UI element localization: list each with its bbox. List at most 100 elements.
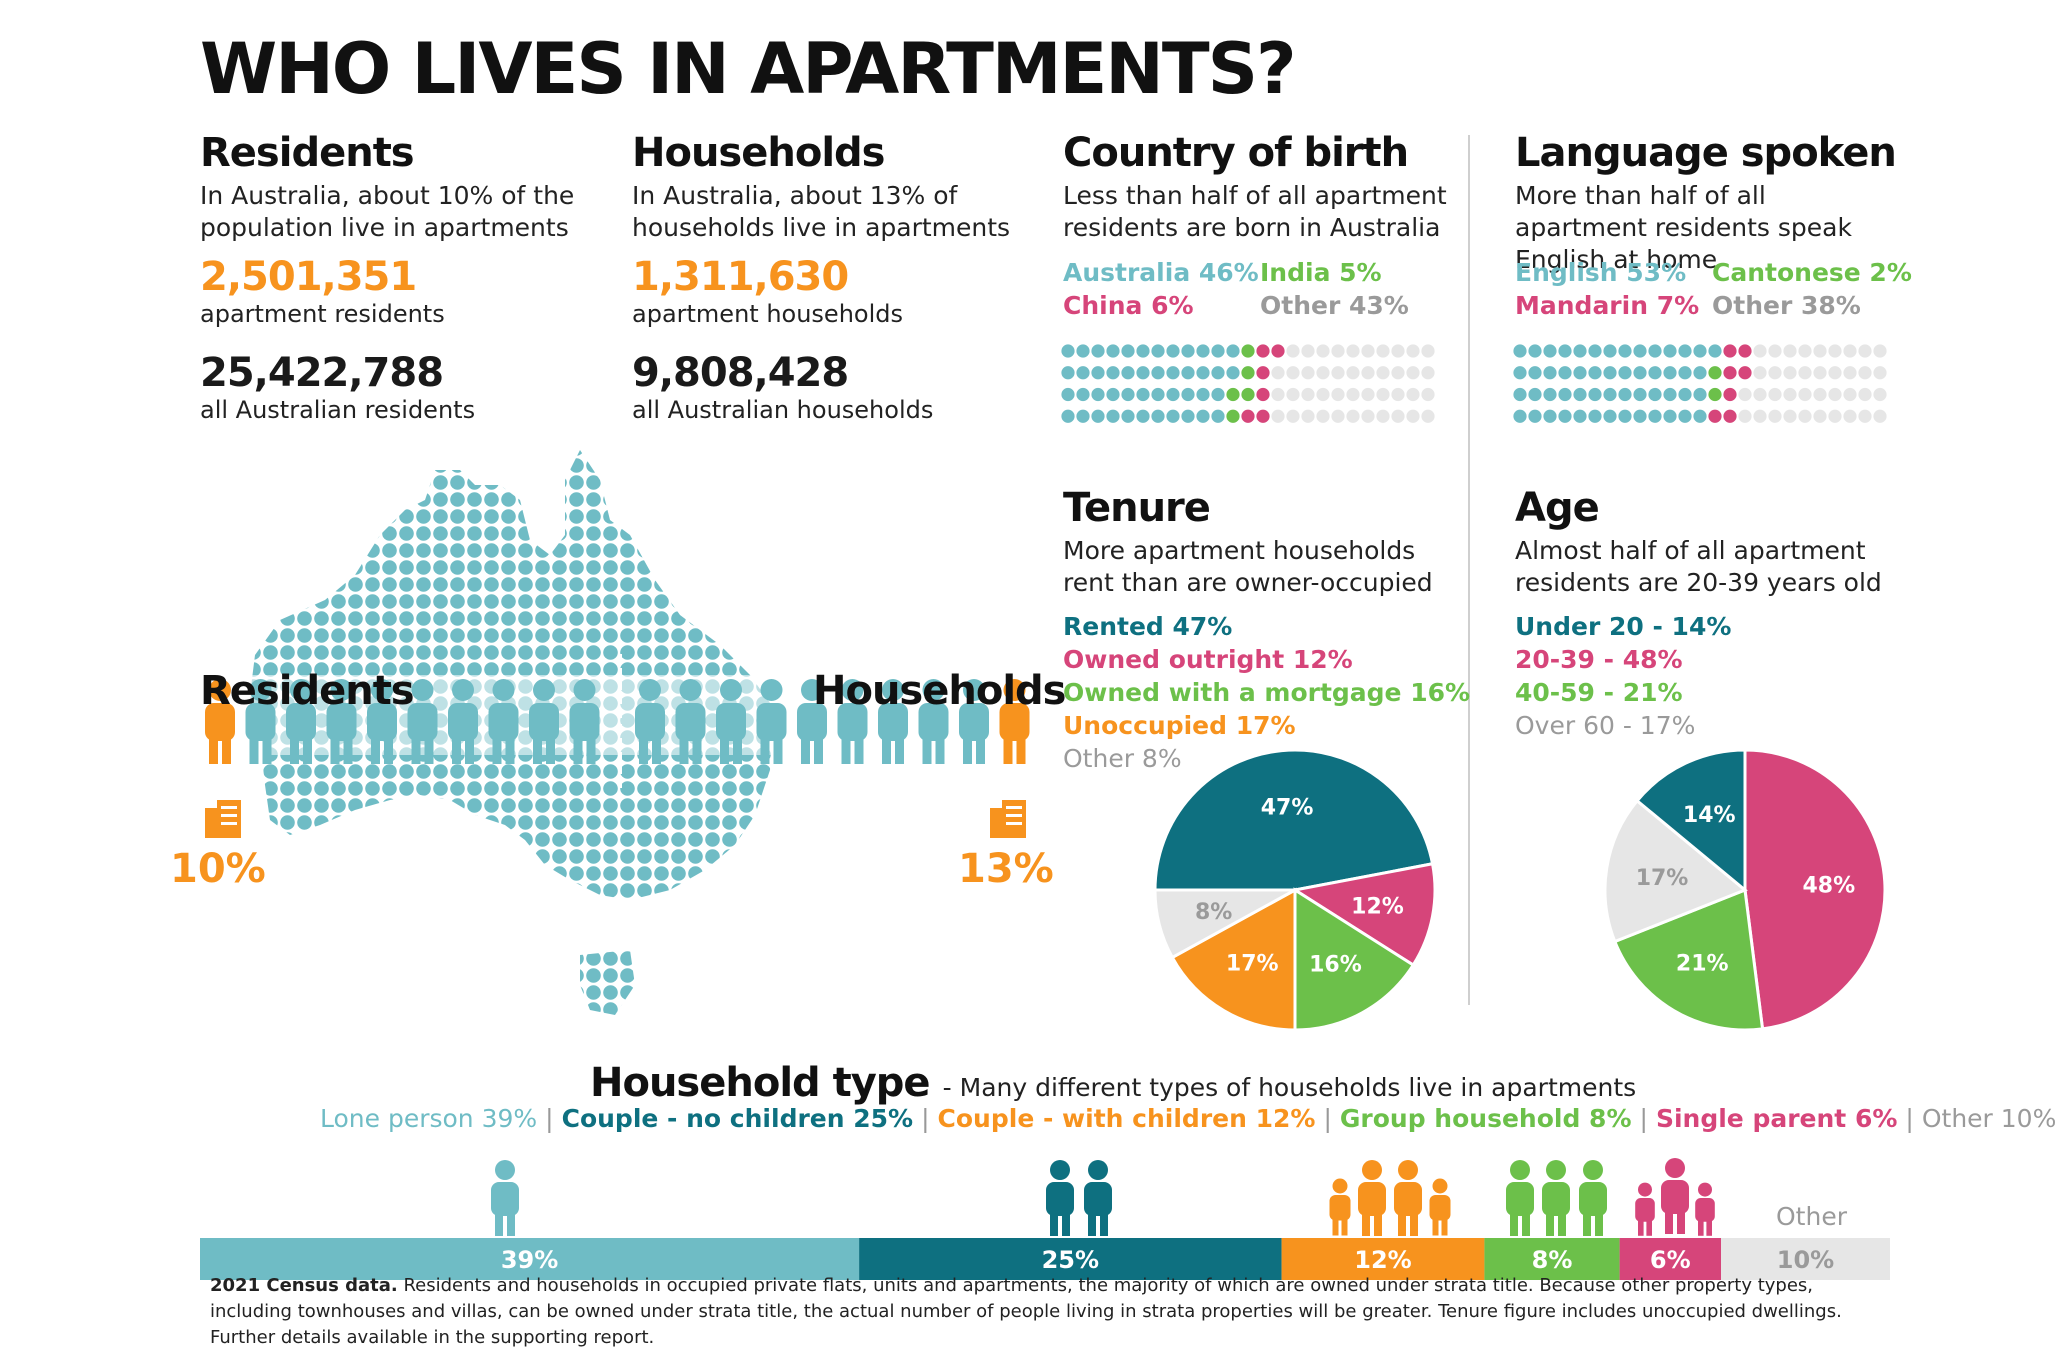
- waffle-dot-australia: [1136, 409, 1150, 423]
- household-person-icon: [878, 679, 908, 764]
- waffle-dot-english: [1603, 366, 1617, 380]
- household-person-icon: [797, 679, 827, 764]
- waffle-dot-other: [1828, 366, 1842, 380]
- map-residents-label: Residents: [200, 668, 415, 714]
- waffle-dot-other: [1738, 387, 1752, 402]
- waffle-dot-australia: [1196, 344, 1210, 358]
- ht-bar-couple-no-children: [859, 1238, 1282, 1280]
- resident-person-icon: [569, 679, 600, 764]
- waffle-dot-other: [1271, 387, 1285, 402]
- pie-label-rented: 47%: [1261, 795, 1314, 820]
- household-person-icon: [675, 679, 706, 764]
- waffle-dot-other: [1873, 387, 1887, 402]
- waffle-dot-mandarin: [1723, 344, 1737, 358]
- pie-label-other: 8%: [1195, 900, 1232, 925]
- waffle-dot-other: [1768, 387, 1782, 402]
- waffle-dot-other: [1843, 387, 1857, 402]
- waffle-dot-other: [1798, 366, 1812, 380]
- households-count-label: apartment households: [632, 300, 903, 328]
- waffle-dot-india: [1226, 409, 1240, 423]
- pie-label-owned-outright: 12%: [1351, 895, 1404, 920]
- waffle-dot-other: [1346, 387, 1360, 402]
- age-desc: Almost half of all apartment residents a…: [1515, 536, 1882, 597]
- waffle-dot-india: [1241, 387, 1255, 402]
- waffle-dot-other: [1376, 366, 1390, 380]
- waffle-dot-australia: [1151, 387, 1165, 402]
- waffle-dot-other: [1421, 344, 1435, 358]
- residents-count-label: apartment residents: [200, 300, 445, 328]
- language-section: Language spoken More than half of all ap…: [1515, 130, 1905, 276]
- waffle-dot-other: [1753, 344, 1767, 358]
- household-person-icon: [635, 679, 665, 764]
- waffle-dot-other: [1873, 409, 1887, 423]
- waffle-dot-english: [1543, 344, 1557, 358]
- waffle-dot-other: [1858, 409, 1872, 423]
- waffle-dot-english: [1588, 387, 1602, 402]
- waffle-dot-other: [1346, 344, 1360, 358]
- ht-bar-label-0: 39%: [501, 1246, 558, 1274]
- waffle-dot-australia: [1181, 344, 1195, 358]
- waffle-dot-australia: [1211, 344, 1225, 358]
- residents-count: 2,501,351: [200, 254, 417, 300]
- ht-bar-label-4: 6%: [1650, 1246, 1691, 1274]
- waffle-dot-english: [1573, 344, 1587, 358]
- person-icon: [1506, 1160, 1534, 1236]
- waffle-dot-australia: [1211, 409, 1225, 423]
- waffle-dot-english: [1558, 387, 1572, 402]
- pie-label-20-39: 48%: [1802, 874, 1855, 899]
- waffle-dot-other: [1301, 387, 1315, 402]
- age-legend-40-59: 40-59 - 21%: [1515, 678, 1683, 707]
- waffle-dot-other: [1858, 387, 1872, 402]
- waffle-dot-other: [1873, 344, 1887, 358]
- waffle-dot-other: [1768, 409, 1782, 423]
- waffle-dot-english: [1543, 387, 1557, 402]
- waffle-dot-other: [1783, 366, 1797, 380]
- tenure-legend-rented: Rented 47%: [1063, 612, 1233, 641]
- waffle-dot-other: [1828, 387, 1842, 402]
- waffle-dot-english: [1573, 366, 1587, 380]
- waffle-dot-australia: [1106, 344, 1120, 358]
- waffle-dot-australia: [1121, 387, 1135, 402]
- pie-slice-under-20: [1635, 748, 1747, 894]
- waffle-dot-other: [1376, 409, 1390, 423]
- waffle-dot-other: [1798, 387, 1812, 402]
- waffle-dot-other: [1406, 387, 1420, 402]
- waffle-dot-other: [1316, 387, 1330, 402]
- building-icon-right: [990, 800, 1026, 838]
- language-legend-cantonese: Cantonese 2%: [1712, 258, 1912, 287]
- waffle-dot-english: [1678, 344, 1692, 358]
- country-legend-australia: Australia 46%: [1063, 258, 1259, 287]
- waffle-dot-english: [1618, 344, 1632, 358]
- waffle-dot-australia: [1166, 366, 1180, 380]
- household-type-header: Household type - Many different types of…: [590, 1060, 1636, 1106]
- ht-bar-other: [1721, 1238, 1890, 1280]
- waffle-dot-other: [1391, 344, 1405, 358]
- waffle-dot-english: [1633, 344, 1647, 358]
- households-total: 9,808,428: [632, 350, 849, 396]
- language-desc: More than half of all apartment resident…: [1515, 181, 1852, 274]
- waffle-dot-english: [1528, 344, 1542, 358]
- waffle-dot-australia: [1196, 409, 1210, 423]
- person-icon: [1358, 1160, 1386, 1236]
- language-heading: Language spoken: [1515, 130, 1897, 176]
- waffle-dot-australia: [1181, 409, 1195, 423]
- age-legend-over-60: Over 60 - 17%: [1515, 711, 1696, 740]
- waffle-dot-australia: [1226, 344, 1240, 358]
- waffle-dot-mandarin: [1708, 409, 1722, 423]
- waffle-dot-english: [1588, 409, 1602, 423]
- households-count: 1,311,630: [632, 254, 849, 300]
- waffle-dot-english: [1618, 366, 1632, 380]
- waffle-dot-english: [1648, 409, 1662, 423]
- waffle-dot-english: [1618, 387, 1632, 402]
- map-households-pct: 13%: [958, 846, 1054, 892]
- waffle-dot-other: [1271, 409, 1285, 423]
- household-person-icon: [756, 679, 787, 764]
- ht-legend-couple-no-children: Couple - no children 25%: [561, 1104, 914, 1133]
- waffle-dot-other: [1286, 366, 1300, 380]
- waffle-dot-other: [1316, 344, 1330, 358]
- tasmania-shape: [580, 950, 635, 1015]
- households-desc: In Australia, about 13% of households li…: [632, 181, 1011, 242]
- waffle-dot-english: [1663, 344, 1677, 358]
- waffle-dot-mandarin: [1723, 387, 1737, 402]
- tenure-legend: Rented 47% Owned outright 12% Owned with…: [1063, 610, 1470, 775]
